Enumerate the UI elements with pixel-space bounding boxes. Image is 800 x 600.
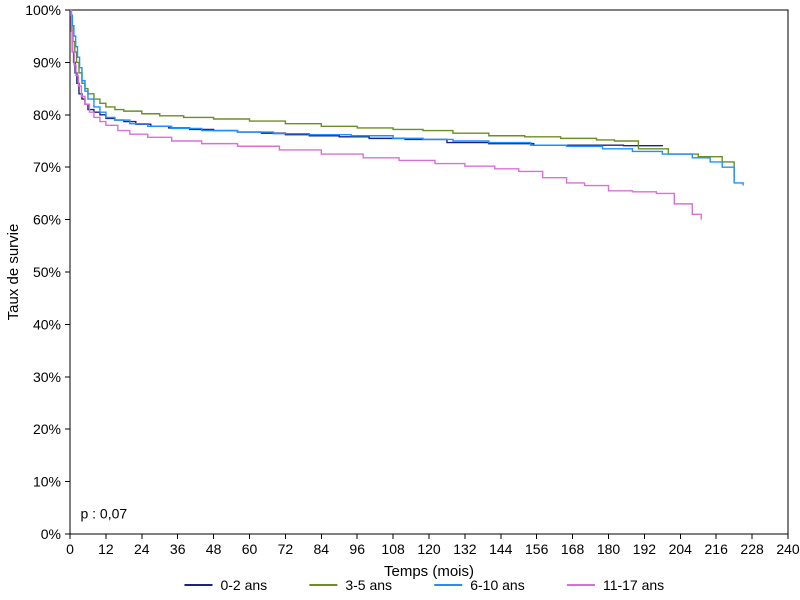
p-value-annotation: p : 0,07 bbox=[80, 505, 127, 521]
series-line bbox=[70, 10, 701, 220]
y-axis-title: Taux de survie bbox=[5, 224, 22, 321]
y-tick-label: 20% bbox=[33, 421, 61, 437]
survival-chart: 0 12 24 36 48 60 72 84 96 108 120 132 144 156 168 180 19… bbox=[0, 0, 800, 600]
series-line bbox=[70, 10, 734, 178]
x-tick-label: 36 bbox=[170, 541, 186, 557]
x-tick-label: 168 bbox=[561, 541, 585, 557]
x-tick-label: 108 bbox=[381, 541, 405, 557]
x-tick-label: 48 bbox=[206, 541, 222, 557]
x-tick-label: 120 bbox=[417, 541, 441, 557]
x-tick-label: 96 bbox=[349, 541, 365, 557]
x-tick-label: 180 bbox=[597, 541, 621, 557]
legend-label: 6-10 ans bbox=[470, 577, 524, 593]
x-tick-label: 156 bbox=[525, 541, 549, 557]
chart-container: 0 12 24 36 48 60 72 84 96 108 120 132 144 156 168 180 19… bbox=[0, 0, 800, 600]
x-tick-label: 0 bbox=[66, 541, 74, 557]
y-tick-label: 40% bbox=[33, 316, 61, 332]
plot-frame bbox=[70, 10, 788, 534]
y-tick-label: 50% bbox=[33, 264, 61, 280]
x-tick-label: 240 bbox=[776, 541, 800, 557]
legend-label: 3-5 ans bbox=[345, 577, 392, 593]
x-tick-label: 72 bbox=[278, 541, 294, 557]
y-tick-label: 80% bbox=[33, 107, 61, 123]
legend-label: 0-2 ans bbox=[220, 577, 267, 593]
series-line bbox=[70, 10, 743, 186]
x-tick-label: 12 bbox=[98, 541, 114, 557]
y-tick-label: 30% bbox=[33, 369, 61, 385]
x-tick-label: 204 bbox=[669, 541, 693, 557]
y-tick-label: 70% bbox=[33, 159, 61, 175]
y-tick-label: 60% bbox=[33, 212, 61, 228]
legend-label: 11-17 ans bbox=[603, 577, 664, 593]
y-tick-label: 100% bbox=[25, 2, 61, 18]
x-tick-label: 144 bbox=[489, 541, 513, 557]
x-tick-label: 228 bbox=[740, 541, 764, 557]
x-tick-label: 24 bbox=[134, 541, 150, 557]
y-tick-label: 90% bbox=[33, 54, 61, 70]
y-tick-label: 10% bbox=[33, 474, 61, 490]
x-tick-label: 132 bbox=[453, 541, 477, 557]
x-tick-label: 216 bbox=[705, 541, 729, 557]
x-tick-label: 60 bbox=[242, 541, 258, 557]
x-tick-label: 192 bbox=[633, 541, 657, 557]
y-tick-label: 0% bbox=[41, 526, 61, 542]
x-tick-label: 84 bbox=[314, 541, 330, 557]
x-axis-title: Temps (mois) bbox=[384, 563, 474, 580]
